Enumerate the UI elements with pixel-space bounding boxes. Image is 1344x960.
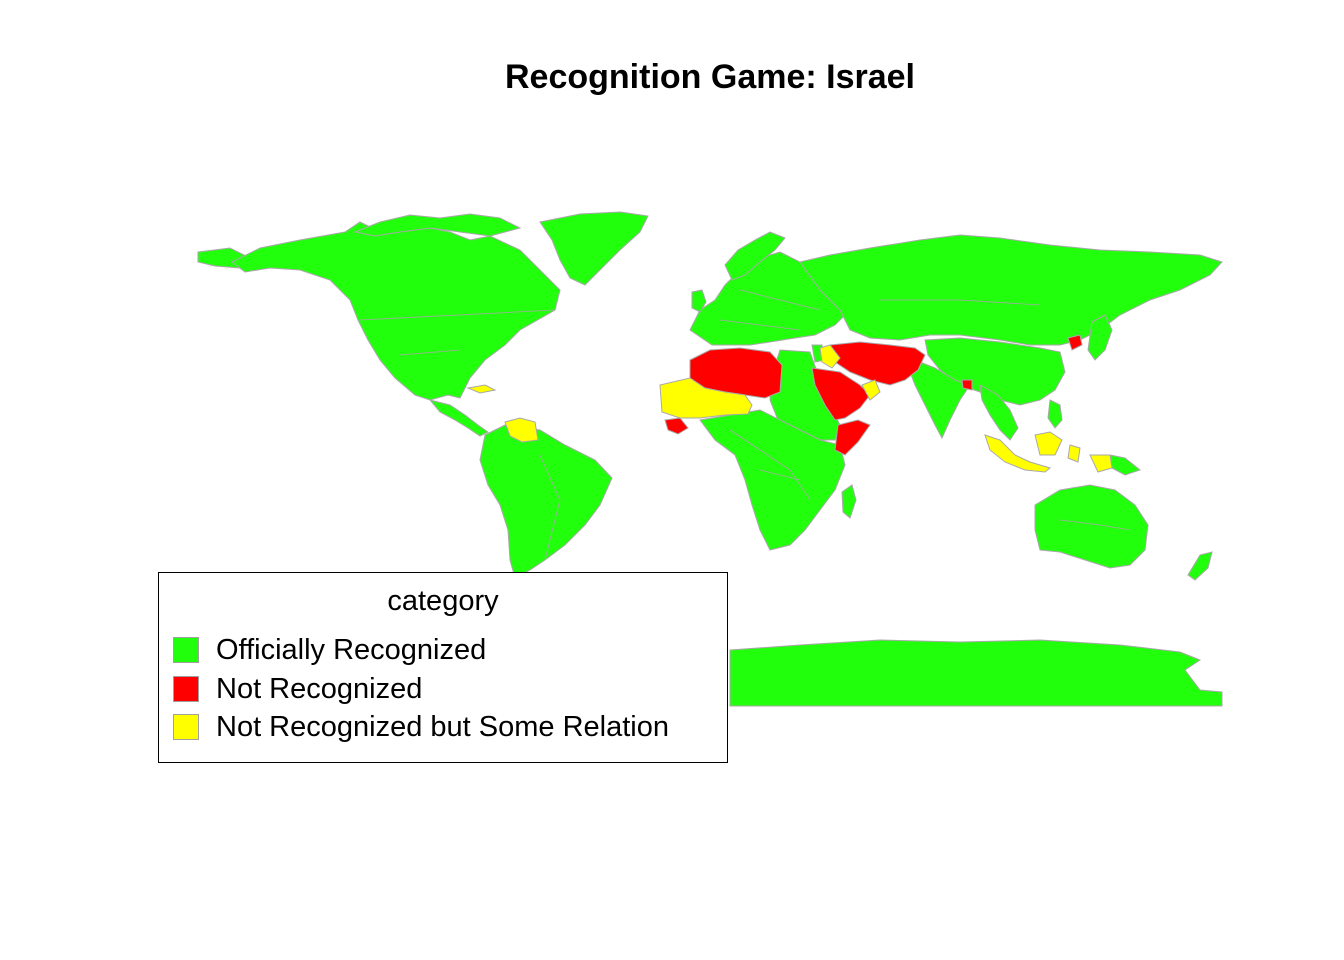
sahel-yellow <box>659 377 753 419</box>
legend: category Officially Recognized Not Recog… <box>158 572 728 763</box>
southeast-asia <box>979 384 1019 441</box>
russia-asia <box>799 234 1223 346</box>
country-borders <box>359 289 1131 561</box>
somalia <box>834 419 871 456</box>
legend-item-recognized: Officially Recognized <box>173 633 487 666</box>
sulawesi <box>1067 444 1081 463</box>
central-america <box>428 399 489 437</box>
indonesia <box>984 434 1052 473</box>
japan <box>1087 314 1113 361</box>
middle-east-red <box>829 341 926 386</box>
cuba <box>466 384 497 394</box>
legend-label-recognized: Officially Recognized <box>216 633 487 666</box>
guinea <box>664 417 689 435</box>
north-america <box>231 221 561 401</box>
south-america <box>479 424 613 579</box>
recognized-regions <box>197 211 1223 707</box>
central-southern-africa <box>699 409 846 551</box>
bangladesh <box>961 379 973 391</box>
map-title: Recognition Game: Israel <box>505 58 915 96</box>
legend-item-some-relation: Not Recognized but Some Relation <box>173 710 669 743</box>
north-korea <box>1067 334 1083 351</box>
legend-title: category <box>387 585 499 617</box>
antarctica <box>729 639 1223 707</box>
legend-swatch-recognized <box>173 637 199 663</box>
saudi-yemen <box>811 367 871 421</box>
philippines <box>1047 399 1063 429</box>
venezuela <box>504 417 539 443</box>
uk <box>691 289 707 313</box>
legend-swatch-not-recognized <box>173 676 199 702</box>
legend-item-not-recognized: Not Recognized <box>173 672 423 705</box>
australia <box>1034 484 1149 569</box>
some-relation-regions <box>466 344 1113 473</box>
arctic-islands <box>353 213 522 237</box>
legend-label-some-relation: Not Recognized but Some Relation <box>216 710 669 743</box>
borneo <box>1034 431 1063 456</box>
west-papua <box>1089 454 1113 473</box>
legend-swatch-some-relation <box>173 714 199 740</box>
scandinavia <box>724 231 786 281</box>
legend-label-not-recognized: Not Recognized <box>216 672 423 705</box>
india <box>909 359 971 440</box>
greenland <box>539 211 649 286</box>
oman <box>861 379 881 401</box>
qatar <box>819 344 841 369</box>
new-zealand <box>1187 551 1213 581</box>
madagascar <box>841 484 857 519</box>
papua-new-guinea <box>1109 454 1142 476</box>
